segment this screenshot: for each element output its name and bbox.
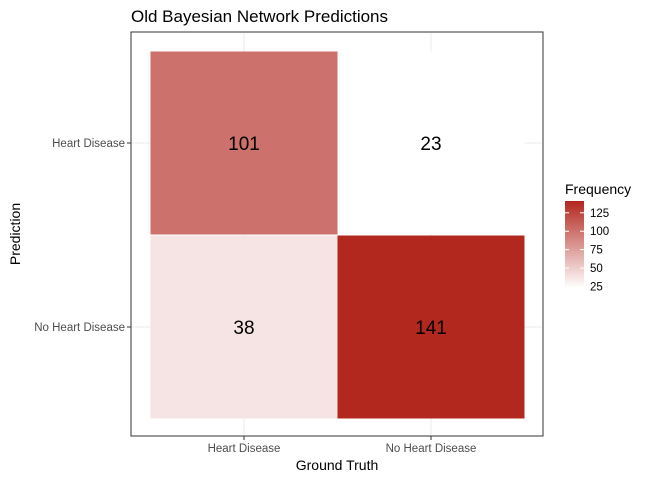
heatmap-cell xyxy=(150,51,338,235)
legend-colorbar xyxy=(565,201,584,288)
x-tick-label: No Heart Disease xyxy=(386,443,477,455)
legend-tick-label: 125 xyxy=(590,208,609,220)
y-tick-label: Heart Disease xyxy=(52,138,125,150)
heatmap-cells xyxy=(150,51,525,419)
cell-value-label: 23 xyxy=(420,134,441,155)
legend-title: Frequency xyxy=(565,181,631,197)
cell-value-label: 101 xyxy=(228,134,260,155)
y-axis-ticks: Heart Disease No Heart Disease xyxy=(34,138,131,334)
heatmap-cell xyxy=(337,235,525,419)
legend-tick-label: 50 xyxy=(590,263,603,275)
heatmap-cell xyxy=(150,235,338,419)
chart-title: Old Bayesian Network Predictions xyxy=(131,7,388,26)
heatmap-cell xyxy=(337,51,525,235)
y-axis-title: Prediction xyxy=(7,203,23,265)
legend-tick-label: 100 xyxy=(590,226,609,238)
x-axis-ticks: Heart Disease No Heart Disease xyxy=(208,436,477,455)
legend-ticks: 25 50 75 100 125 xyxy=(565,208,609,294)
x-axis-title: Ground Truth xyxy=(296,457,379,473)
plot-panel: 101 23 38 141 xyxy=(130,31,544,437)
cell-value-label: 141 xyxy=(415,318,447,339)
legend-tick-label: 75 xyxy=(590,245,603,257)
x-tick-label: Heart Disease xyxy=(208,443,281,455)
cell-labels: 101 23 38 141 xyxy=(228,134,447,339)
y-tick-label: No Heart Disease xyxy=(34,322,125,334)
legend-tick-label: 25 xyxy=(590,282,603,294)
cell-value-label: 38 xyxy=(233,318,254,339)
legend: Frequency 25 50 75 100 125 xyxy=(565,181,631,294)
